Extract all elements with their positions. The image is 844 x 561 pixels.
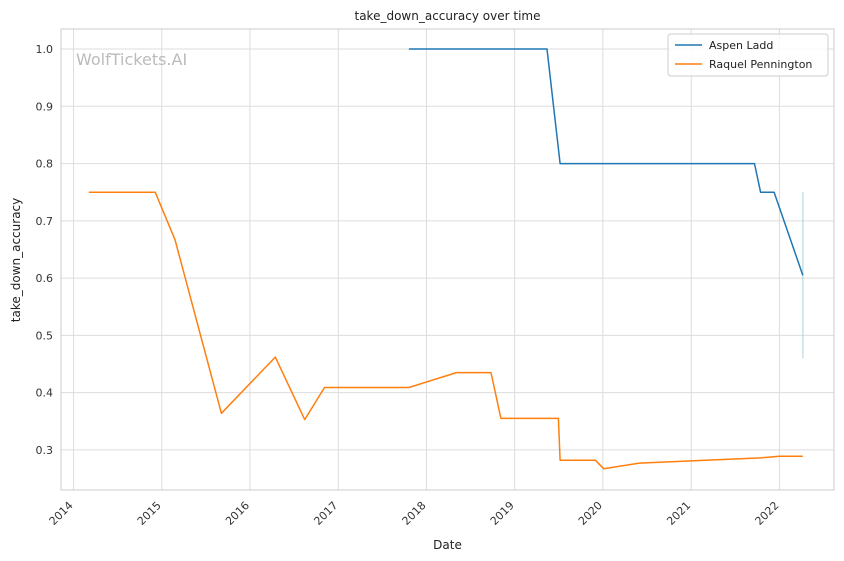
legend-box xyxy=(667,33,829,77)
y-axis-label: take_down_accuracy xyxy=(9,198,23,322)
legend-label: Aspen Ladd xyxy=(709,39,773,52)
legend: Aspen Ladd Raquel Pennington xyxy=(667,33,829,77)
y-tick-label: 0.5 xyxy=(36,329,54,342)
y-tick-label: 0.6 xyxy=(36,272,54,285)
y-tick-label: 0.9 xyxy=(36,100,54,113)
y-tick-label: 0.7 xyxy=(36,215,54,228)
series-layer xyxy=(88,48,804,470)
x-axis-label: Date xyxy=(433,538,462,552)
y-tick-label: 0.4 xyxy=(36,387,54,400)
y-tick-label: 1.0 xyxy=(36,43,54,56)
y-tick-label: 0.3 xyxy=(36,444,54,457)
watermark: WolfTickets.AI xyxy=(76,50,187,69)
series-line-2 xyxy=(88,191,803,470)
series-line-1 xyxy=(408,48,804,276)
y-ticks: 0.3 0.4 0.5 0.6 0.7 0.8 0.9 1.0 xyxy=(36,43,54,457)
legend-label: Raquel Pennington xyxy=(709,58,812,71)
y-tick-label: 0.8 xyxy=(36,158,54,171)
chart-title: take_down_accuracy over time xyxy=(355,9,541,23)
plot-frame xyxy=(60,28,835,491)
